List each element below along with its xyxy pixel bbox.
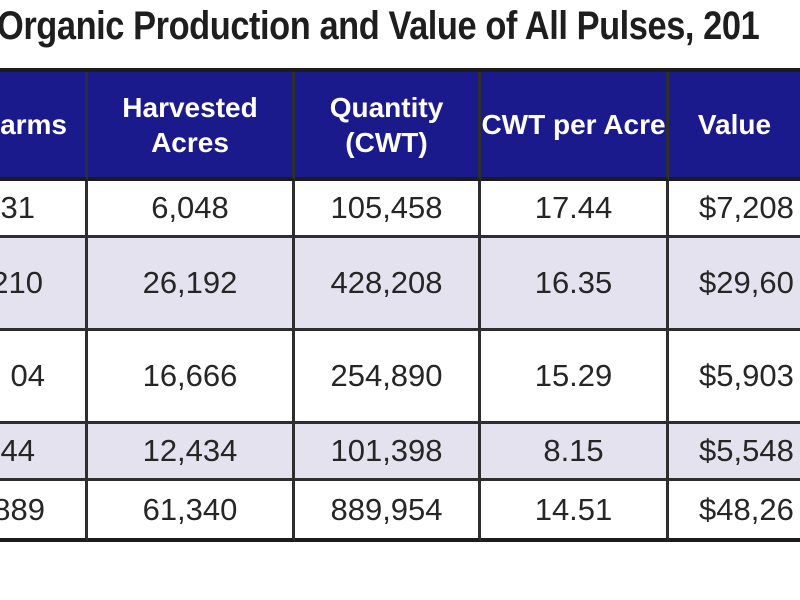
header-cell-value: Value (669, 72, 800, 181)
header-cell-harvested-acres: Harvested Acres (88, 72, 295, 181)
cell-quantity: 428,208 (295, 238, 481, 331)
cell-cwt-per-acre: 17.44 (481, 181, 669, 238)
cell-value: $29,60 (669, 238, 800, 331)
header-cell-cwt-per-acre: CWT per Acre (481, 72, 669, 181)
cell-quantity: 105,458 (295, 181, 481, 238)
cell-value: $7,208 (669, 181, 800, 238)
cell-harvested-acres: 26,192 (88, 238, 295, 331)
cell-harvested-acres: 12,434 (88, 424, 295, 481)
header-cell-quantity-cwt: Quantity (CWT) (295, 72, 481, 181)
cell-quantity: 101,398 (295, 424, 481, 481)
cell-cwt-per-acre: 16.35 (481, 238, 669, 331)
cell-farms: 04 (0, 331, 88, 424)
cell-farms: 31 (0, 181, 88, 238)
cell-value: $5,548 (669, 424, 800, 481)
page-title: Organic Production and Value of All Puls… (0, 4, 760, 48)
cell-farms: 210 (0, 238, 88, 331)
cell-farms: 889 (0, 481, 88, 542)
cell-farms: 44 (0, 424, 88, 481)
cell-quantity: 889,954 (295, 481, 481, 542)
cell-value: $5,903 (669, 331, 800, 424)
cell-harvested-acres: 61,340 (88, 481, 295, 542)
cell-harvested-acres: 6,048 (88, 181, 295, 238)
cell-cwt-per-acre: 14.51 (481, 481, 669, 542)
cell-cwt-per-acre: 8.15 (481, 424, 669, 481)
cell-quantity: 254,890 (295, 331, 481, 424)
cell-harvested-acres: 16,666 (88, 331, 295, 424)
header-cell-farms: arms (0, 72, 88, 181)
cell-value: $48,26 (669, 481, 800, 542)
pulses-table: arms Harvested Acres Quantity (CWT) CWT … (0, 68, 800, 546)
cell-cwt-per-acre: 15.29 (481, 331, 669, 424)
